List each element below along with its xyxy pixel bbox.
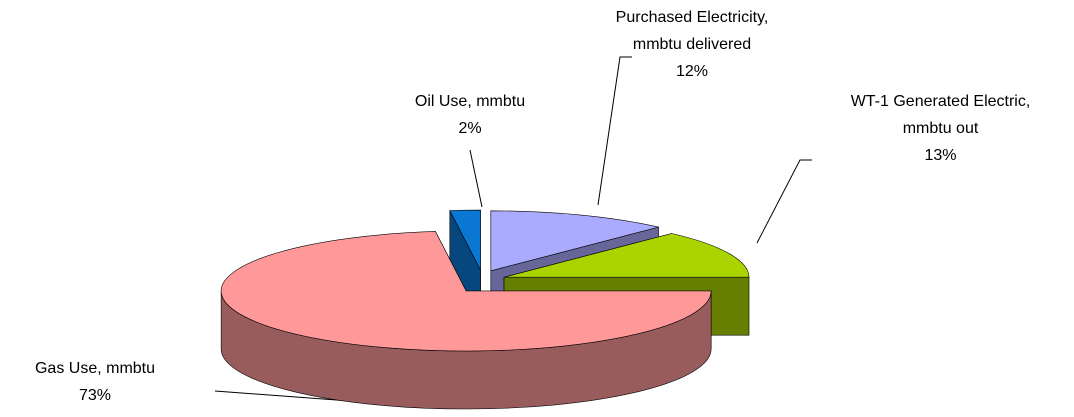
- slice: [490, 210, 659, 272]
- leader-line: [597, 56, 632, 206]
- category-label: Oil Use, mmbtu: [414, 93, 526, 110]
- slice-label: Gas Use, mmbtu 73%: [10, 355, 180, 409]
- category-label: WT-1 Generated Electric, mmbtu out: [850, 93, 1031, 137]
- value-label: 73%: [78, 387, 112, 404]
- slice: [449, 209, 481, 271]
- leader-line: [469, 149, 483, 208]
- value-label: 13%: [924, 147, 957, 164]
- slice-label: Purchased Electricity, mmbtu delivered 1…: [592, 4, 792, 85]
- category-label: Purchased Electricity, mmbtu delivered: [615, 9, 769, 53]
- category-label: Gas Use, mmbtu: [34, 360, 156, 377]
- value-label: 2%: [458, 120, 482, 137]
- value-label: 12%: [675, 63, 709, 80]
- slice-label: WT-1 Generated Electric, mmbtu out 13%: [838, 88, 1043, 169]
- leader-line: [756, 159, 812, 244]
- slice: [220, 231, 712, 352]
- slice: [503, 233, 750, 278]
- slice-label: Oil Use, mmbtu 2%: [380, 88, 560, 142]
